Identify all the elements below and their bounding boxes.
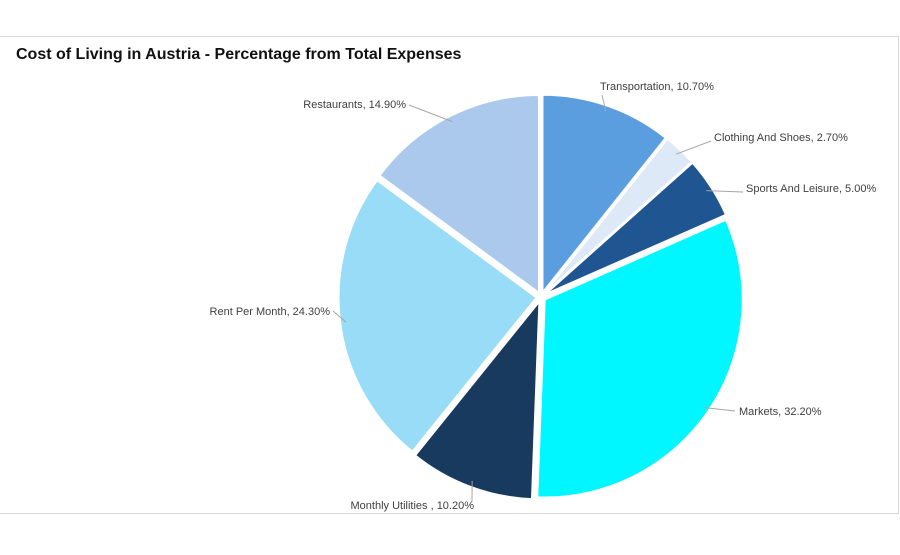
slice-label-clothing-and-shoes: Clothing And Shoes, 2.70% — [714, 132, 848, 144]
chart-title: Cost of Living in Austria - Percentage f… — [16, 46, 462, 63]
pie-slice-restaurants — [378, 93, 540, 295]
slice-label-rent-per-month: Rent Per Month, 24.30% — [210, 306, 331, 318]
leader-lines — [332, 94, 744, 503]
slice-label-transportation: Transportation, 10.70% — [600, 81, 714, 93]
pie-slice-transportation — [541, 93, 668, 296]
pie-slice-markets — [536, 218, 744, 499]
leader-line — [408, 104, 453, 123]
leader-line — [332, 310, 347, 323]
pie-slice-sports-and-leisure — [544, 161, 728, 296]
pie-slices — [337, 93, 744, 501]
slice-label-sports-and-leisure: Sports And Leisure, 5.00% — [746, 183, 876, 195]
leader-line — [703, 406, 736, 412]
pie-slice-monthly-utilities — [413, 298, 541, 501]
pie-slice-clothing-and-shoes — [543, 137, 694, 295]
slice-label-markets: Markets, 32.20% — [739, 406, 822, 418]
leader-line — [601, 94, 607, 112]
pie-slice-rent-per-month — [337, 178, 538, 454]
leader-line — [706, 190, 744, 193]
leader-line — [675, 140, 712, 155]
slice-label-monthly-utilities: Monthly Utilities , 10.20% — [351, 500, 475, 512]
slice-label-restaurants: Restaurants, 14.90% — [303, 99, 406, 111]
slice-labels: Transportation, 10.70% Clothing And Shoes… — [210, 81, 877, 512]
